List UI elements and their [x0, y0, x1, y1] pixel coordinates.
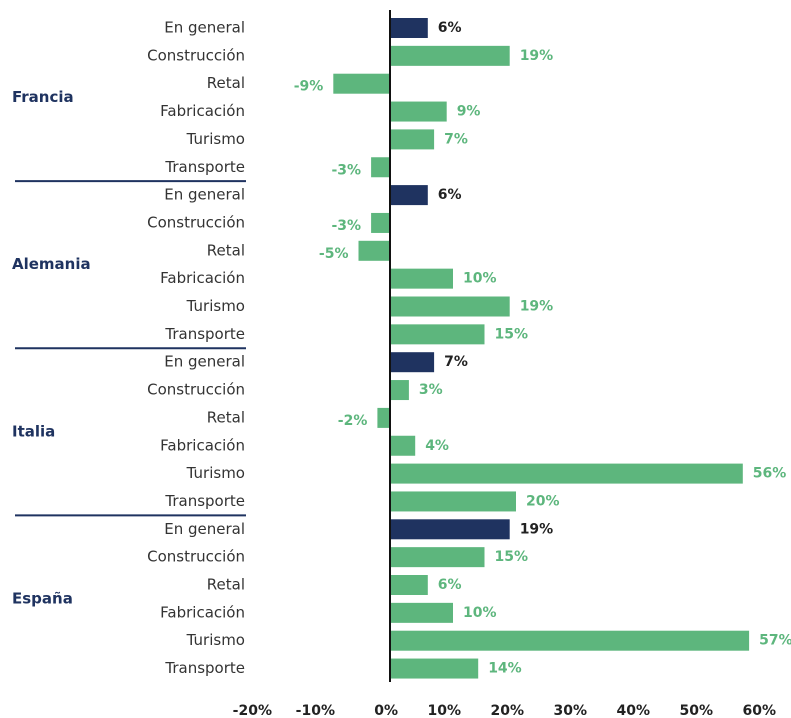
x-tick-label: 0% — [374, 703, 398, 718]
value-label: 9% — [457, 104, 481, 120]
bar — [390, 268, 453, 289]
bar — [371, 212, 390, 233]
category-label: Retal — [207, 241, 245, 259]
bar — [390, 658, 479, 679]
value-label: 6% — [438, 20, 462, 36]
value-label: 19% — [520, 521, 554, 537]
value-label: 20% — [526, 493, 560, 509]
bar — [390, 519, 510, 540]
category-label: Turismo — [186, 130, 245, 148]
country-label: España — [12, 589, 73, 607]
bar — [333, 73, 390, 94]
category-label: Retal — [207, 576, 245, 594]
category-label: Fabricación — [160, 269, 245, 287]
value-label: -3% — [332, 162, 362, 178]
category-label: En general — [164, 353, 245, 371]
bar — [390, 463, 743, 484]
category-label: Fabricación — [160, 436, 245, 454]
category-label: Turismo — [186, 297, 245, 315]
value-label: -3% — [332, 218, 362, 234]
bar — [390, 491, 516, 512]
value-label: -5% — [319, 246, 349, 262]
value-label: 15% — [495, 326, 529, 342]
bar — [390, 18, 428, 38]
category-label: Retal — [207, 74, 245, 92]
category-label: En general — [164, 520, 245, 538]
value-label: 14% — [488, 661, 522, 677]
x-tick-label: -10% — [296, 703, 335, 718]
category-label: Construcción — [147, 46, 245, 64]
value-label: 10% — [463, 271, 497, 287]
category-label: Retal — [207, 408, 245, 426]
category-label: Fabricación — [160, 102, 245, 120]
bar — [390, 129, 435, 150]
bar — [390, 352, 435, 373]
bar — [390, 547, 485, 568]
category-label: En general — [164, 19, 245, 37]
value-label: 3% — [419, 382, 443, 398]
bar — [390, 296, 510, 317]
bar — [377, 407, 390, 428]
bar — [390, 101, 447, 122]
value-label: 6% — [438, 577, 462, 593]
value-label: -2% — [338, 413, 368, 429]
value-label: 4% — [425, 438, 449, 454]
value-label: 57% — [759, 633, 791, 649]
category-label: Construcción — [147, 213, 245, 231]
value-label: -9% — [294, 79, 324, 95]
value-label: 19% — [520, 299, 554, 315]
bar — [390, 380, 409, 401]
country-label: Alemania — [12, 255, 91, 273]
bar — [371, 157, 390, 178]
category-label: Turismo — [186, 631, 245, 649]
bar — [390, 575, 428, 595]
x-tick-label: 10% — [427, 703, 461, 718]
bar — [390, 630, 750, 651]
category-label: Construcción — [147, 381, 245, 399]
category-label: Construcción — [147, 548, 245, 566]
x-tick-label: -20% — [233, 703, 272, 718]
category-label: Transporte — [164, 659, 245, 677]
bar — [390, 602, 453, 623]
value-label: 7% — [444, 131, 468, 147]
bar — [390, 435, 416, 456]
category-label: En general — [164, 186, 245, 204]
x-tick-label: 30% — [553, 703, 587, 718]
value-label: 15% — [495, 549, 529, 565]
bar — [390, 324, 485, 345]
country-label: Francia — [12, 88, 74, 106]
category-label: Transporte — [164, 492, 245, 510]
bar — [390, 185, 428, 206]
category-label: Fabricación — [160, 603, 245, 621]
value-label: 6% — [438, 187, 462, 203]
value-label: 10% — [463, 605, 497, 621]
x-tick-label: 60% — [742, 703, 776, 718]
x-tick-label: 50% — [679, 703, 713, 718]
x-tick-label: 40% — [616, 703, 650, 718]
category-label: Transporte — [164, 158, 245, 176]
bar — [358, 240, 390, 261]
x-tick-label: 20% — [490, 703, 524, 718]
category-label: Transporte — [164, 325, 245, 343]
category-label: Turismo — [186, 464, 245, 482]
bar — [390, 45, 510, 66]
value-label: 7% — [444, 354, 468, 370]
country-label: Italia — [12, 422, 55, 440]
value-label: 19% — [520, 48, 554, 64]
value-label: 56% — [753, 466, 787, 482]
